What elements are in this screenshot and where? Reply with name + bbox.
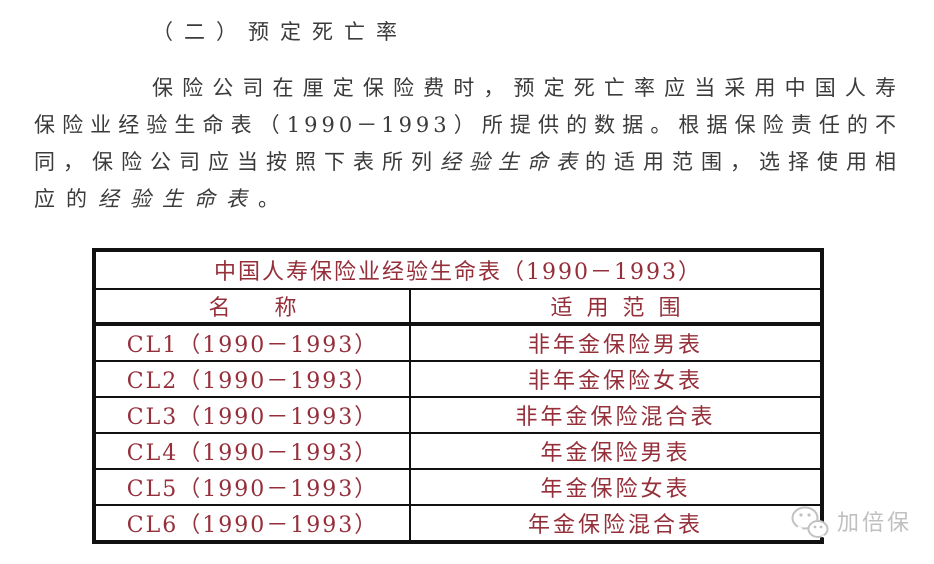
table-row: CL5（1990－1993） 年金保险女表 — [94, 468, 823, 505]
watermark-label: 加倍保 — [837, 511, 913, 536]
table-title-row: 中国人寿保险业经验生命表（1990－1993） — [94, 250, 823, 290]
table-row: CL6（1990－1993） 年金保险混合表 — [94, 504, 823, 542]
paragraph-line: 同，保险公司应当按照下表所列经验生命表的适用范围，选择使用相 — [34, 144, 900, 181]
wechat-icon — [791, 505, 831, 545]
text-run: 同，保险公司应当按照下表所列 — [34, 150, 440, 174]
paragraph-line: 保险公司在厘定保险费时，预定死亡率应当采用中国人寿 — [34, 70, 900, 107]
life-table-body: CL1（1990－1993） 非年金保险男表 CL2（1990－1993） 非年金保险… — [94, 323, 823, 542]
text-run: 保险公司在厘定保险费时，预定死亡率应当采用中国人寿 — [152, 76, 900, 100]
table-cell-scope: 非年金保险男表 — [408, 323, 823, 361]
column-header-name: 名 称 — [94, 289, 410, 326]
table-header-row: 名 称 适用范围 — [94, 289, 823, 326]
table-cell-scope: 年金保险女表 — [408, 468, 823, 505]
paragraph-line: 应的经验生命表。 — [34, 181, 900, 218]
table-cell-name: CL5（1990－1993） — [94, 468, 410, 505]
text-run: 保险业经验生命表（1990－1993）所提供的数据。根据保险责任的不 — [34, 113, 900, 137]
table-cell-scope: 年金保险混合表 — [408, 504, 823, 542]
column-header-scope: 适用范围 — [408, 289, 823, 326]
paragraph: 保险公司在厘定保险费时，预定死亡率应当采用中国人寿保险业经验生命表（1990－1… — [34, 70, 900, 218]
section-heading: （二）预定死亡率 — [152, 20, 408, 44]
text-run: 应的 — [34, 187, 98, 211]
table-cell-name: CL3（1990－1993） — [94, 396, 410, 433]
text-run: 。 — [258, 187, 290, 211]
table-row: CL4（1990－1993） 年金保险男表 — [94, 432, 823, 469]
table-title: 中国人寿保险业经验生命表（1990－1993） — [94, 250, 823, 290]
italic-term: 经验生命表 — [440, 150, 585, 174]
text-run: 的适用范围，选择使用相 — [585, 150, 900, 174]
table-cell-name: CL2（1990－1993） — [94, 360, 410, 397]
table-cell-scope: 年金保险男表 — [408, 432, 823, 469]
watermark: 加倍保 — [791, 503, 926, 543]
table-cell-scope: 非年金保险混合表 — [408, 396, 823, 433]
experience-life-table: 中国人寿保险业经验生命表（1990－1993） 名 称 适用范围 CL1（199… — [92, 248, 825, 544]
italic-term: 经验生命表 — [98, 187, 258, 211]
table-cell-name: CL1（1990－1993） — [94, 323, 410, 361]
table-cell-name: CL4（1990－1993） — [94, 432, 410, 469]
table-cell-name: CL6（1990－1993） — [94, 504, 410, 542]
table-row: CL3（1990－1993） 非年金保险混合表 — [94, 396, 823, 433]
table-row: CL2（1990－1993） 非年金保险女表 — [94, 360, 823, 397]
paragraph-line: 保险业经验生命表（1990－1993）所提供的数据。根据保险责任的不 — [34, 107, 900, 144]
table-cell-scope: 非年金保险女表 — [408, 360, 823, 397]
table-row: CL1（1990－1993） 非年金保险男表 — [94, 323, 823, 361]
